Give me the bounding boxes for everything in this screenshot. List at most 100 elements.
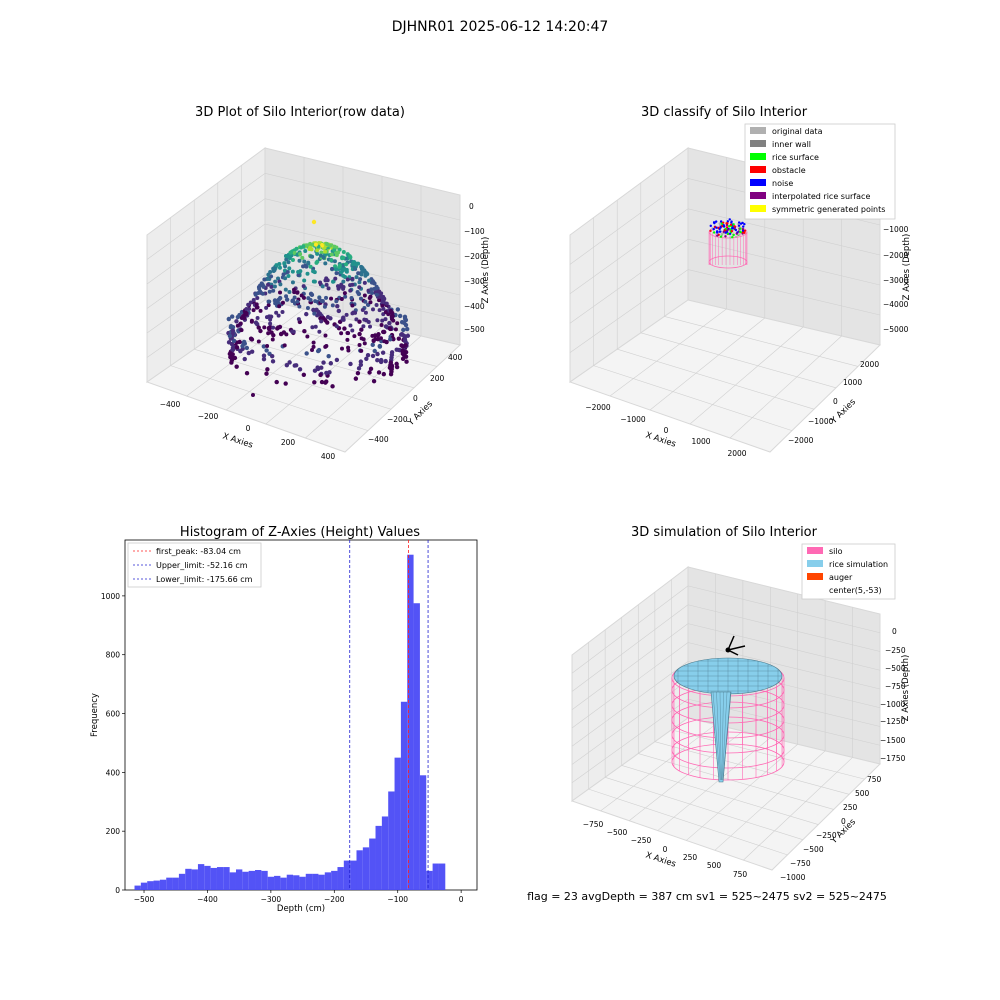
data-point	[339, 346, 344, 351]
panel2-x-tick: 1000	[691, 437, 710, 446]
data-point	[346, 348, 351, 353]
data-point	[360, 269, 365, 274]
data-point	[330, 266, 335, 271]
legend-swatch	[750, 179, 766, 186]
data-point	[244, 371, 250, 376]
data-point	[324, 370, 329, 376]
data-point	[375, 318, 380, 323]
data-point	[362, 317, 367, 322]
legend-first-peak-label: first_peak: -83.04 cm	[156, 547, 241, 556]
y-tick-label: 1000	[101, 592, 120, 601]
data-point	[364, 271, 369, 276]
data-point	[255, 315, 260, 320]
data-point	[356, 271, 361, 276]
panel1-z-tick: 0	[469, 202, 474, 211]
data-point	[394, 364, 400, 370]
panel2-x-tick: −1000	[620, 415, 646, 424]
panel1-z-ticks: 0 −100 −200 −300 −400 −500	[464, 202, 485, 334]
class-point	[726, 232, 730, 235]
data-point	[264, 348, 269, 353]
panel1-y-tick: 200	[430, 374, 445, 383]
data-point	[278, 282, 283, 287]
panel2-legend-box	[744, 123, 896, 220]
histogram-bar	[134, 885, 141, 890]
panel2-z-tick: −5000	[883, 325, 909, 334]
data-point	[401, 327, 406, 333]
data-point	[340, 268, 345, 273]
data-point	[348, 323, 353, 328]
data-point	[364, 356, 369, 362]
histogram-bar	[267, 876, 275, 890]
histogram-y-ticks: 0 200 400 600 800 1000	[101, 592, 125, 895]
data-point	[313, 324, 318, 329]
grid-line	[687, 269, 881, 316]
data-point	[277, 265, 282, 270]
panel4-x-tick: 250	[683, 853, 698, 862]
histogram-bar	[407, 554, 414, 890]
data-point	[344, 262, 349, 267]
data-point	[345, 337, 350, 342]
data-point	[229, 314, 235, 319]
panel4-x-tick: 750	[733, 870, 748, 879]
data-point	[297, 258, 302, 263]
panel4-x-tick: 500	[707, 861, 722, 870]
data-point	[341, 255, 346, 260]
data-point	[230, 325, 236, 330]
panel1-x-tick: 400	[321, 452, 336, 461]
histogram-bar	[172, 877, 179, 890]
rice-funnel-mesh	[712, 691, 721, 781]
data-point	[305, 243, 310, 248]
data-point	[348, 283, 353, 288]
class-point	[732, 223, 735, 226]
data-point	[336, 308, 342, 314]
data-point	[367, 278, 372, 283]
data-point	[313, 242, 318, 247]
data-point	[261, 344, 267, 349]
data-point	[338, 284, 343, 289]
data-point	[384, 301, 389, 306]
legend-swatch	[750, 127, 766, 134]
data-point	[283, 381, 288, 386]
data-point	[226, 316, 231, 322]
panel4-x-tick: −250	[631, 836, 652, 845]
data-point	[388, 308, 393, 313]
data-point	[278, 290, 283, 295]
class-point	[725, 222, 728, 225]
panel4-floor-pane	[570, 717, 881, 871]
x-tick-label: −500	[134, 895, 155, 904]
panel1-z-tick: −400	[464, 302, 485, 311]
data-point	[334, 324, 339, 329]
data-point	[362, 293, 367, 298]
histogram-bar	[337, 867, 344, 890]
data-point	[380, 318, 385, 323]
data-point	[277, 304, 282, 309]
data-point	[370, 333, 375, 338]
data-point	[361, 324, 366, 329]
grid-line	[571, 698, 689, 783]
legend-label: rice surface	[772, 153, 819, 162]
data-point	[383, 310, 388, 315]
data-point	[357, 331, 362, 337]
grid-line	[264, 198, 461, 246]
data-point	[313, 299, 318, 304]
data-point	[317, 296, 322, 301]
legend-label: inner wall	[772, 140, 811, 149]
data-point	[249, 349, 255, 354]
panel4-y-tick: 0	[841, 817, 846, 826]
histogram-bar	[185, 868, 192, 890]
data-point	[276, 313, 281, 318]
data-point	[379, 294, 384, 299]
data-point	[277, 295, 283, 301]
panel1-y-tick: 400	[448, 353, 463, 362]
legend-swatch	[750, 166, 766, 173]
data-point	[376, 370, 382, 375]
grid-line	[571, 623, 689, 710]
data-point	[357, 285, 362, 290]
data-point	[244, 312, 249, 317]
data-point	[370, 307, 375, 312]
data-point	[227, 333, 233, 339]
data-point	[262, 277, 267, 282]
data-point	[296, 317, 301, 322]
rice-funnel-mesh	[716, 691, 721, 781]
data-point	[234, 319, 239, 324]
